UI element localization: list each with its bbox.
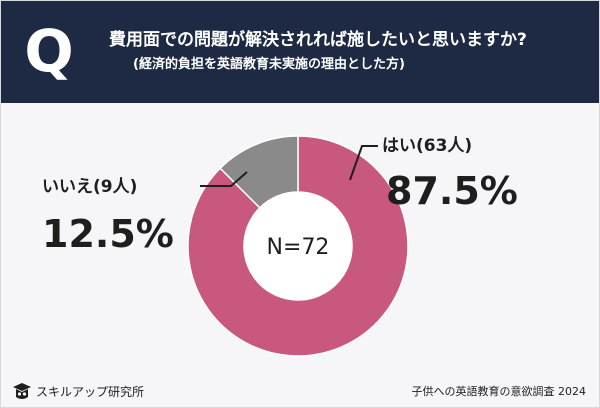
center-label: N=72 — [267, 235, 330, 260]
yes-label: はい(63人) — [382, 136, 472, 156]
brand-logo: スキルアップ研究所 — [12, 381, 144, 401]
graduate-owl-icon — [13, 383, 31, 399]
leader-line-yes — [349, 145, 378, 181]
question-title: 費用面での問題が解決されれば施したいと思いますか? — [109, 30, 527, 50]
donut-hole — [244, 192, 352, 300]
no-label: いいえ(9人) — [42, 177, 137, 197]
q-badge: Q — [19, 21, 79, 81]
no-value: 12.5% — [42, 212, 174, 256]
yes-value: 87.5% — [386, 169, 518, 213]
brand-name: スキルアップ研究所 — [36, 384, 145, 399]
leader-line-no — [200, 171, 248, 187]
q-letter: Q — [24, 17, 74, 85]
survey-caption: 子供への英語教育の意欲調査 2024 — [411, 385, 587, 398]
question-subtitle: (経済的負担を英語教育未実施の理由とした方) — [133, 57, 405, 72]
question-header: Q 費用面での問題が解決されれば施したいと思いますか? (経済的負担を英語教育未… — [1, 1, 599, 103]
